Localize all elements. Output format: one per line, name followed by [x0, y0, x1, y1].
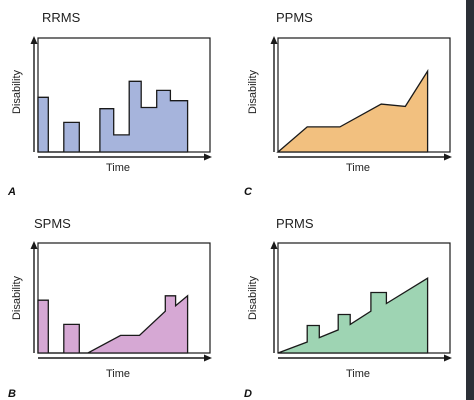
panel-title: SPMS: [34, 216, 71, 231]
y-axis-arrow: [270, 241, 278, 249]
disability-area: [277, 277, 429, 354]
x-axis-arrow: [444, 354, 452, 362]
x-axis-label: Time: [106, 162, 131, 174]
panel-letter: A: [8, 186, 16, 198]
panel-letter: D: [244, 388, 252, 400]
y-axis-arrow: [30, 36, 38, 44]
disability-area: [37, 80, 189, 153]
panel-title: PPMS: [276, 10, 313, 25]
panel-title: RRMS: [42, 10, 81, 25]
x-axis-label: Time: [346, 368, 371, 380]
disability-area: [276, 68, 429, 153]
x-axis-arrow: [444, 153, 452, 161]
x-axis-arrow: [204, 354, 212, 362]
disability-area: [37, 294, 189, 354]
y-axis-arrow: [30, 241, 38, 249]
panel-letter: B: [8, 388, 16, 400]
panel-letter: C: [244, 186, 252, 198]
window-edge: [466, 0, 474, 400]
x-axis-label: Time: [106, 368, 131, 380]
x-axis-label: Time: [346, 162, 371, 174]
panel-title: PRMS: [276, 216, 314, 231]
y-axis-arrow: [270, 36, 278, 44]
x-axis-arrow: [204, 153, 212, 161]
